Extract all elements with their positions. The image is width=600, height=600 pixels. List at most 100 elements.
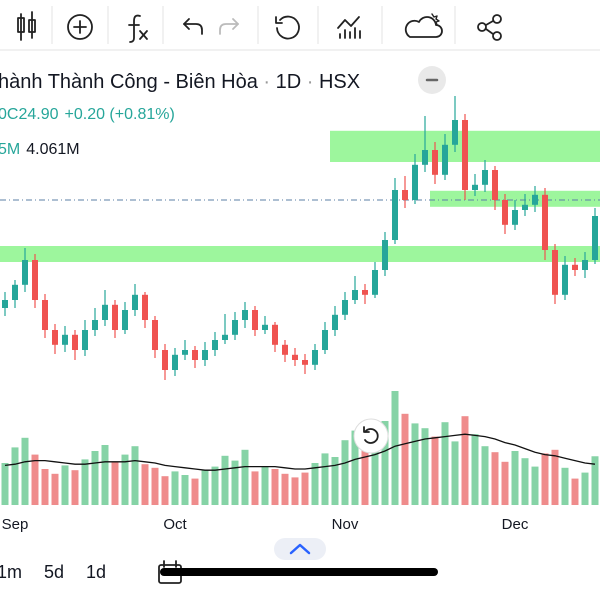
volume-bar bbox=[401, 413, 409, 505]
candle-body bbox=[532, 194, 538, 205]
volume-bar bbox=[261, 466, 269, 505]
add-button[interactable] bbox=[67, 14, 93, 40]
volume-ma-line bbox=[4, 433, 596, 471]
volume-bar bbox=[1, 463, 9, 505]
indicators-button[interactable] bbox=[128, 14, 148, 43]
reset-chart-button[interactable] bbox=[353, 418, 389, 454]
cloud-button[interactable] bbox=[404, 13, 443, 38]
symbol-title: hành Thành Công - Biên Hòa bbox=[0, 71, 259, 93]
x-axis: Sep Oct Nov Dec bbox=[2, 516, 529, 533]
volume-bar bbox=[351, 430, 359, 505]
price-line: 0C24.90 +0.20 (+0.81%) bbox=[0, 106, 175, 123]
period-button[interactable]: 5d bbox=[44, 562, 64, 582]
volume-bar bbox=[551, 449, 559, 505]
candle-body bbox=[162, 350, 168, 370]
candle-body bbox=[382, 240, 388, 270]
volume-bar bbox=[571, 478, 579, 505]
volume-bar bbox=[321, 453, 329, 505]
volume-bar bbox=[451, 441, 459, 505]
candle-body bbox=[62, 334, 68, 345]
candle-body bbox=[322, 330, 328, 350]
candle-body bbox=[492, 170, 498, 200]
volume-bar bbox=[531, 466, 539, 505]
volume-bar bbox=[461, 416, 469, 505]
interval: 1D bbox=[276, 71, 302, 93]
candle-body bbox=[542, 194, 548, 250]
toolbar bbox=[0, 0, 600, 50]
candle-body bbox=[72, 334, 78, 350]
candle-body bbox=[482, 170, 488, 185]
candle-body bbox=[222, 334, 228, 340]
candle-body bbox=[262, 324, 268, 330]
candle-body bbox=[82, 330, 88, 350]
candle-body bbox=[292, 354, 298, 360]
volume-bar bbox=[171, 471, 179, 505]
candle-body bbox=[152, 320, 158, 350]
volume-bar bbox=[231, 460, 239, 505]
volume-bar bbox=[241, 449, 249, 505]
volume-bar bbox=[21, 437, 29, 505]
volume-bar bbox=[111, 461, 119, 505]
volume-bar bbox=[341, 440, 349, 505]
candle-body bbox=[302, 360, 308, 365]
close-value: C24.90 bbox=[7, 106, 59, 123]
volume-bar bbox=[41, 469, 49, 505]
candle-body bbox=[52, 330, 58, 345]
candle-body bbox=[212, 340, 218, 350]
volume-bar bbox=[421, 428, 429, 505]
volume-bar bbox=[431, 436, 439, 505]
price-zone bbox=[0, 246, 600, 262]
volume-bar bbox=[491, 452, 499, 505]
candle-body bbox=[22, 260, 28, 285]
change-value: +0.20 (+0.81%) bbox=[65, 106, 175, 123]
candle-body bbox=[92, 320, 98, 330]
candle-body bbox=[552, 250, 558, 295]
volume-bar bbox=[101, 445, 109, 505]
undo-button[interactable] bbox=[183, 18, 203, 35]
candle-body bbox=[592, 216, 598, 260]
candle-body bbox=[442, 144, 448, 175]
volume-bar bbox=[271, 469, 279, 505]
candle-body bbox=[12, 284, 18, 300]
volume-bar bbox=[581, 472, 589, 505]
candle-body bbox=[562, 264, 568, 295]
reset-button[interactable] bbox=[275, 15, 300, 40]
home-indicator bbox=[160, 568, 438, 576]
expand-button[interactable] bbox=[274, 538, 326, 560]
volume-bar bbox=[191, 478, 199, 505]
candle-body bbox=[472, 184, 478, 190]
volume-bar bbox=[471, 434, 479, 505]
volume-bar bbox=[211, 466, 219, 505]
candle-body bbox=[32, 260, 38, 300]
volume-bar bbox=[221, 455, 229, 505]
volume-bar bbox=[301, 472, 309, 505]
candle-body bbox=[452, 120, 458, 145]
period-button[interactable]: 1d bbox=[86, 562, 106, 582]
volume-bar bbox=[511, 451, 519, 505]
volume-tail: 5M bbox=[0, 141, 20, 158]
candle-body bbox=[312, 350, 318, 365]
layout-button[interactable] bbox=[337, 16, 361, 39]
candle-body bbox=[192, 350, 198, 360]
volume-bar bbox=[291, 477, 299, 505]
volume-bar bbox=[541, 453, 549, 505]
candle-body bbox=[132, 294, 138, 310]
share-button[interactable] bbox=[477, 14, 502, 41]
period-button[interactable]: 1m bbox=[0, 562, 22, 582]
candle-body bbox=[42, 300, 48, 330]
volume-bar bbox=[151, 467, 159, 505]
volume-bar bbox=[61, 465, 69, 505]
candle-body bbox=[352, 290, 358, 300]
candle-body bbox=[252, 310, 258, 330]
candle-body bbox=[102, 304, 108, 320]
x-tick-label: Nov bbox=[332, 516, 359, 533]
redo-button[interactable] bbox=[219, 18, 239, 35]
volume-bar bbox=[11, 447, 19, 505]
volume-bar bbox=[81, 459, 89, 505]
volume-bar bbox=[131, 446, 139, 505]
candle-body bbox=[502, 200, 508, 225]
candle-body bbox=[402, 190, 408, 200]
chart-type-button[interactable] bbox=[17, 11, 36, 41]
volume-bar bbox=[391, 391, 399, 505]
